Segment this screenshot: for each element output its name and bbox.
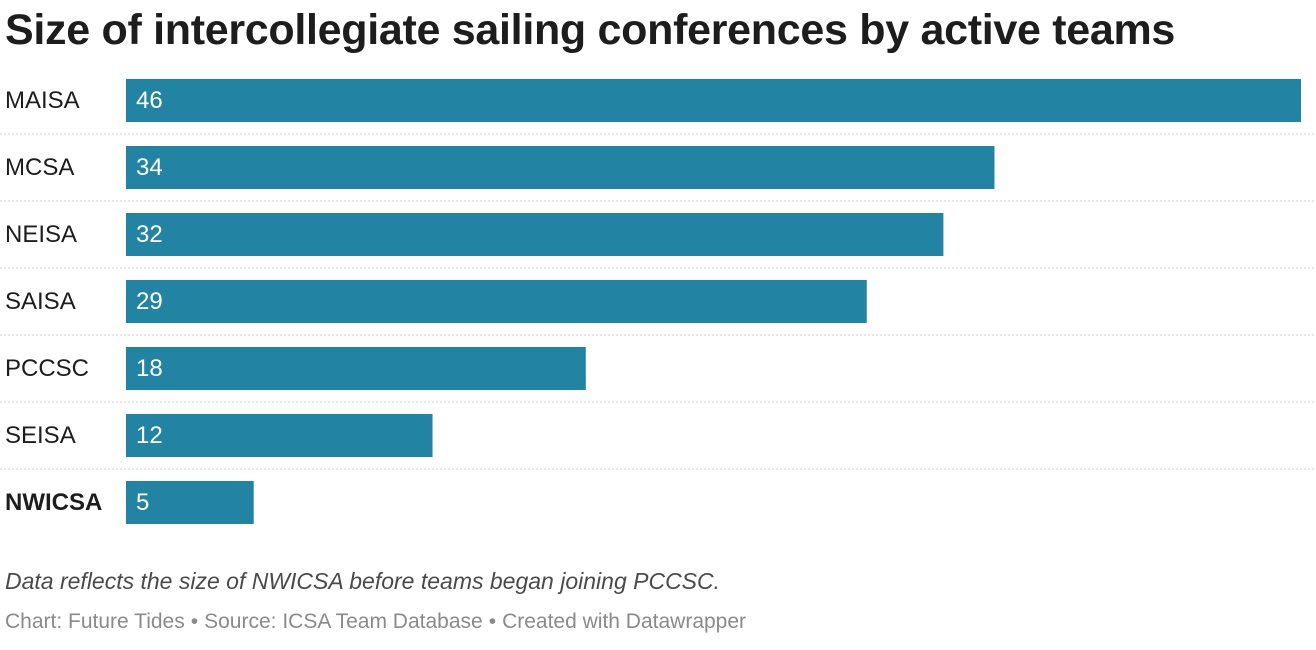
bar xyxy=(126,213,944,256)
bar xyxy=(126,481,254,524)
bar-value-label: 5 xyxy=(136,489,149,516)
bar-value-label: 29 xyxy=(136,288,163,315)
bar-value-label: 32 xyxy=(136,221,163,248)
tool-credit: Created with Datawrapper xyxy=(502,610,747,633)
bar-value-label: 34 xyxy=(136,154,163,181)
category-label: PCCSC xyxy=(5,355,89,382)
category-label: SAISA xyxy=(5,288,76,315)
bar-value-label: 12 xyxy=(136,422,163,449)
bar-value-label: 18 xyxy=(136,355,163,382)
category-label: MAISA xyxy=(5,87,80,114)
bar xyxy=(126,146,995,189)
bar-chart: MAISA 46 MCSA 34 NEISA 32 SAISA 29 PCCSC 18 SEISA 1… xyxy=(0,79,1316,524)
bar xyxy=(126,79,1301,122)
category-label: SEISA xyxy=(5,422,76,449)
bar xyxy=(126,414,433,457)
category-label: MCSA xyxy=(5,154,74,181)
footer-separator: • xyxy=(488,610,497,633)
bar-value-label: 46 xyxy=(136,87,163,114)
chart-footer: Chart: Future Tides • Source: ICSA Team Da… xyxy=(5,610,746,634)
bar xyxy=(126,347,586,390)
category-label: NEISA xyxy=(5,221,77,248)
chart-credit: Chart: Future Tides xyxy=(5,610,185,633)
bar xyxy=(126,280,867,323)
category-label: NWICSA xyxy=(5,489,102,516)
chart-note: Data reflects the size of NWICSA before … xyxy=(5,568,721,594)
footer-separator: • xyxy=(190,610,199,633)
chart-title: Size of intercollegiate sailing conferen… xyxy=(5,6,1176,54)
source-credit: Source: ICSA Team Database xyxy=(204,610,483,633)
